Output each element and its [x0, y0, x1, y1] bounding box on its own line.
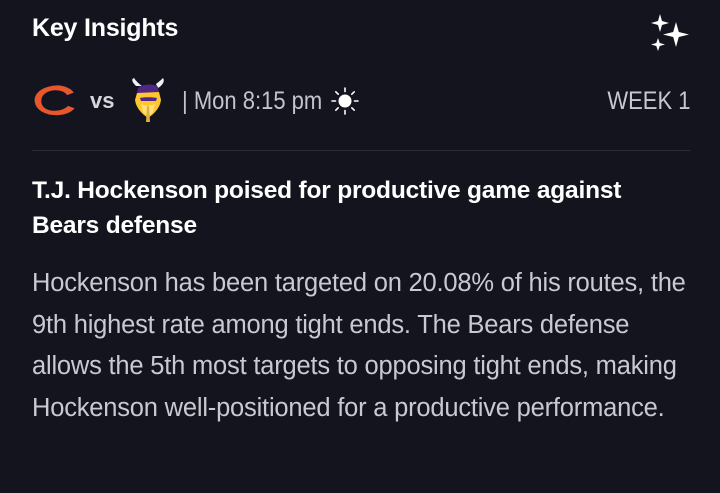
game-time: | Mon 8:15 pm — [182, 86, 323, 115]
insights-header: Key Insights — [32, 12, 692, 52]
vs-label: vs — [90, 88, 115, 113]
sun-icon — [331, 87, 359, 115]
header-title: Key Insights — [32, 14, 179, 42]
vikings-logo — [132, 78, 165, 122]
bears-logo — [33, 83, 78, 117]
divider — [32, 150, 690, 151]
insight-headline: T.J. Hockenson poised for productive gam… — [32, 177, 622, 239]
game-matchup[interactable]: vs | Mon 8:15 pm WEEK 1 — [32, 78, 690, 124]
insight-body: Hockenson has been targeted on 20.08% of… — [32, 269, 686, 422]
sparkles-icon[interactable] — [648, 12, 692, 56]
week-label: WEEK 1 — [606, 86, 690, 115]
